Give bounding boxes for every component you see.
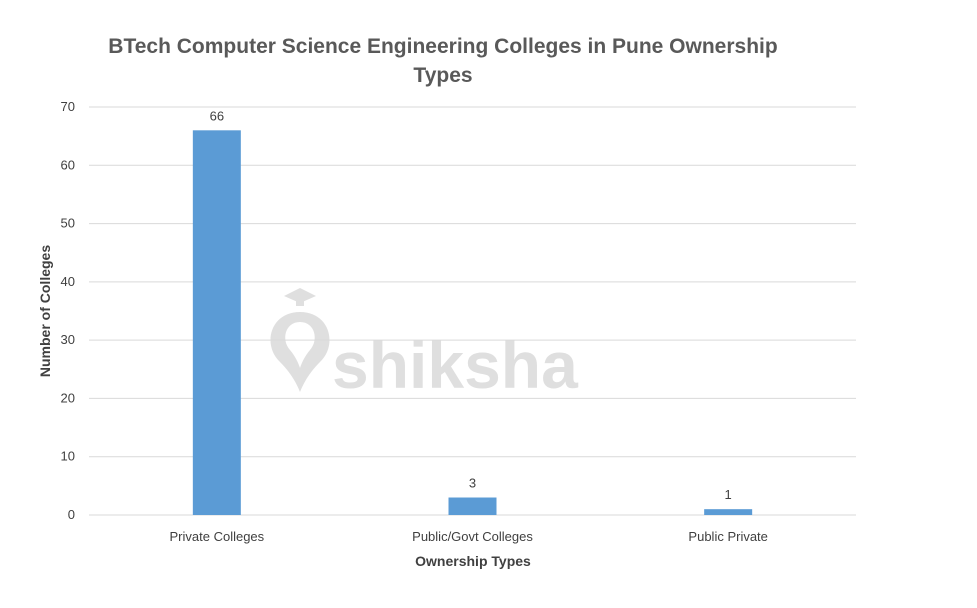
x-axis-ticks: Private Colleges Public/Govt Colleges Publ… (170, 529, 768, 544)
y-tick-label: 10 (61, 449, 75, 464)
y-tick-label: 0 (68, 507, 75, 522)
x-tick-label: Public Private (688, 529, 767, 544)
chart-title-line2: Types (413, 64, 472, 87)
shiksha-watermark-logo: shiksha (270, 288, 579, 402)
data-labels: 66 3 1 (210, 108, 732, 502)
y-axis-ticks: 0 10 20 30 40 50 60 70 (61, 99, 75, 522)
y-axis-title: Number of Colleges (37, 245, 53, 377)
watermark-text: shiksha (332, 328, 579, 402)
x-tick-label: Private Colleges (170, 529, 265, 544)
y-tick-label: 20 (61, 390, 75, 405)
bars (192, 130, 753, 516)
data-label: 1 (725, 487, 732, 502)
bar (448, 497, 497, 515)
y-tick-label: 40 (61, 274, 75, 289)
bar (192, 130, 241, 516)
chart-title-line1: BTech Computer Science Engineering Colle… (108, 35, 777, 58)
data-label: 3 (469, 476, 476, 491)
y-tick-label: 30 (61, 332, 75, 347)
data-label: 66 (210, 108, 224, 123)
y-tick-label: 70 (61, 99, 75, 114)
x-tick-label: Public/Govt Colleges (412, 529, 533, 544)
y-tick-label: 50 (61, 216, 75, 231)
y-tick-label: 60 (61, 157, 75, 172)
bar (704, 509, 753, 515)
x-axis-title: Ownership Types (415, 553, 531, 569)
